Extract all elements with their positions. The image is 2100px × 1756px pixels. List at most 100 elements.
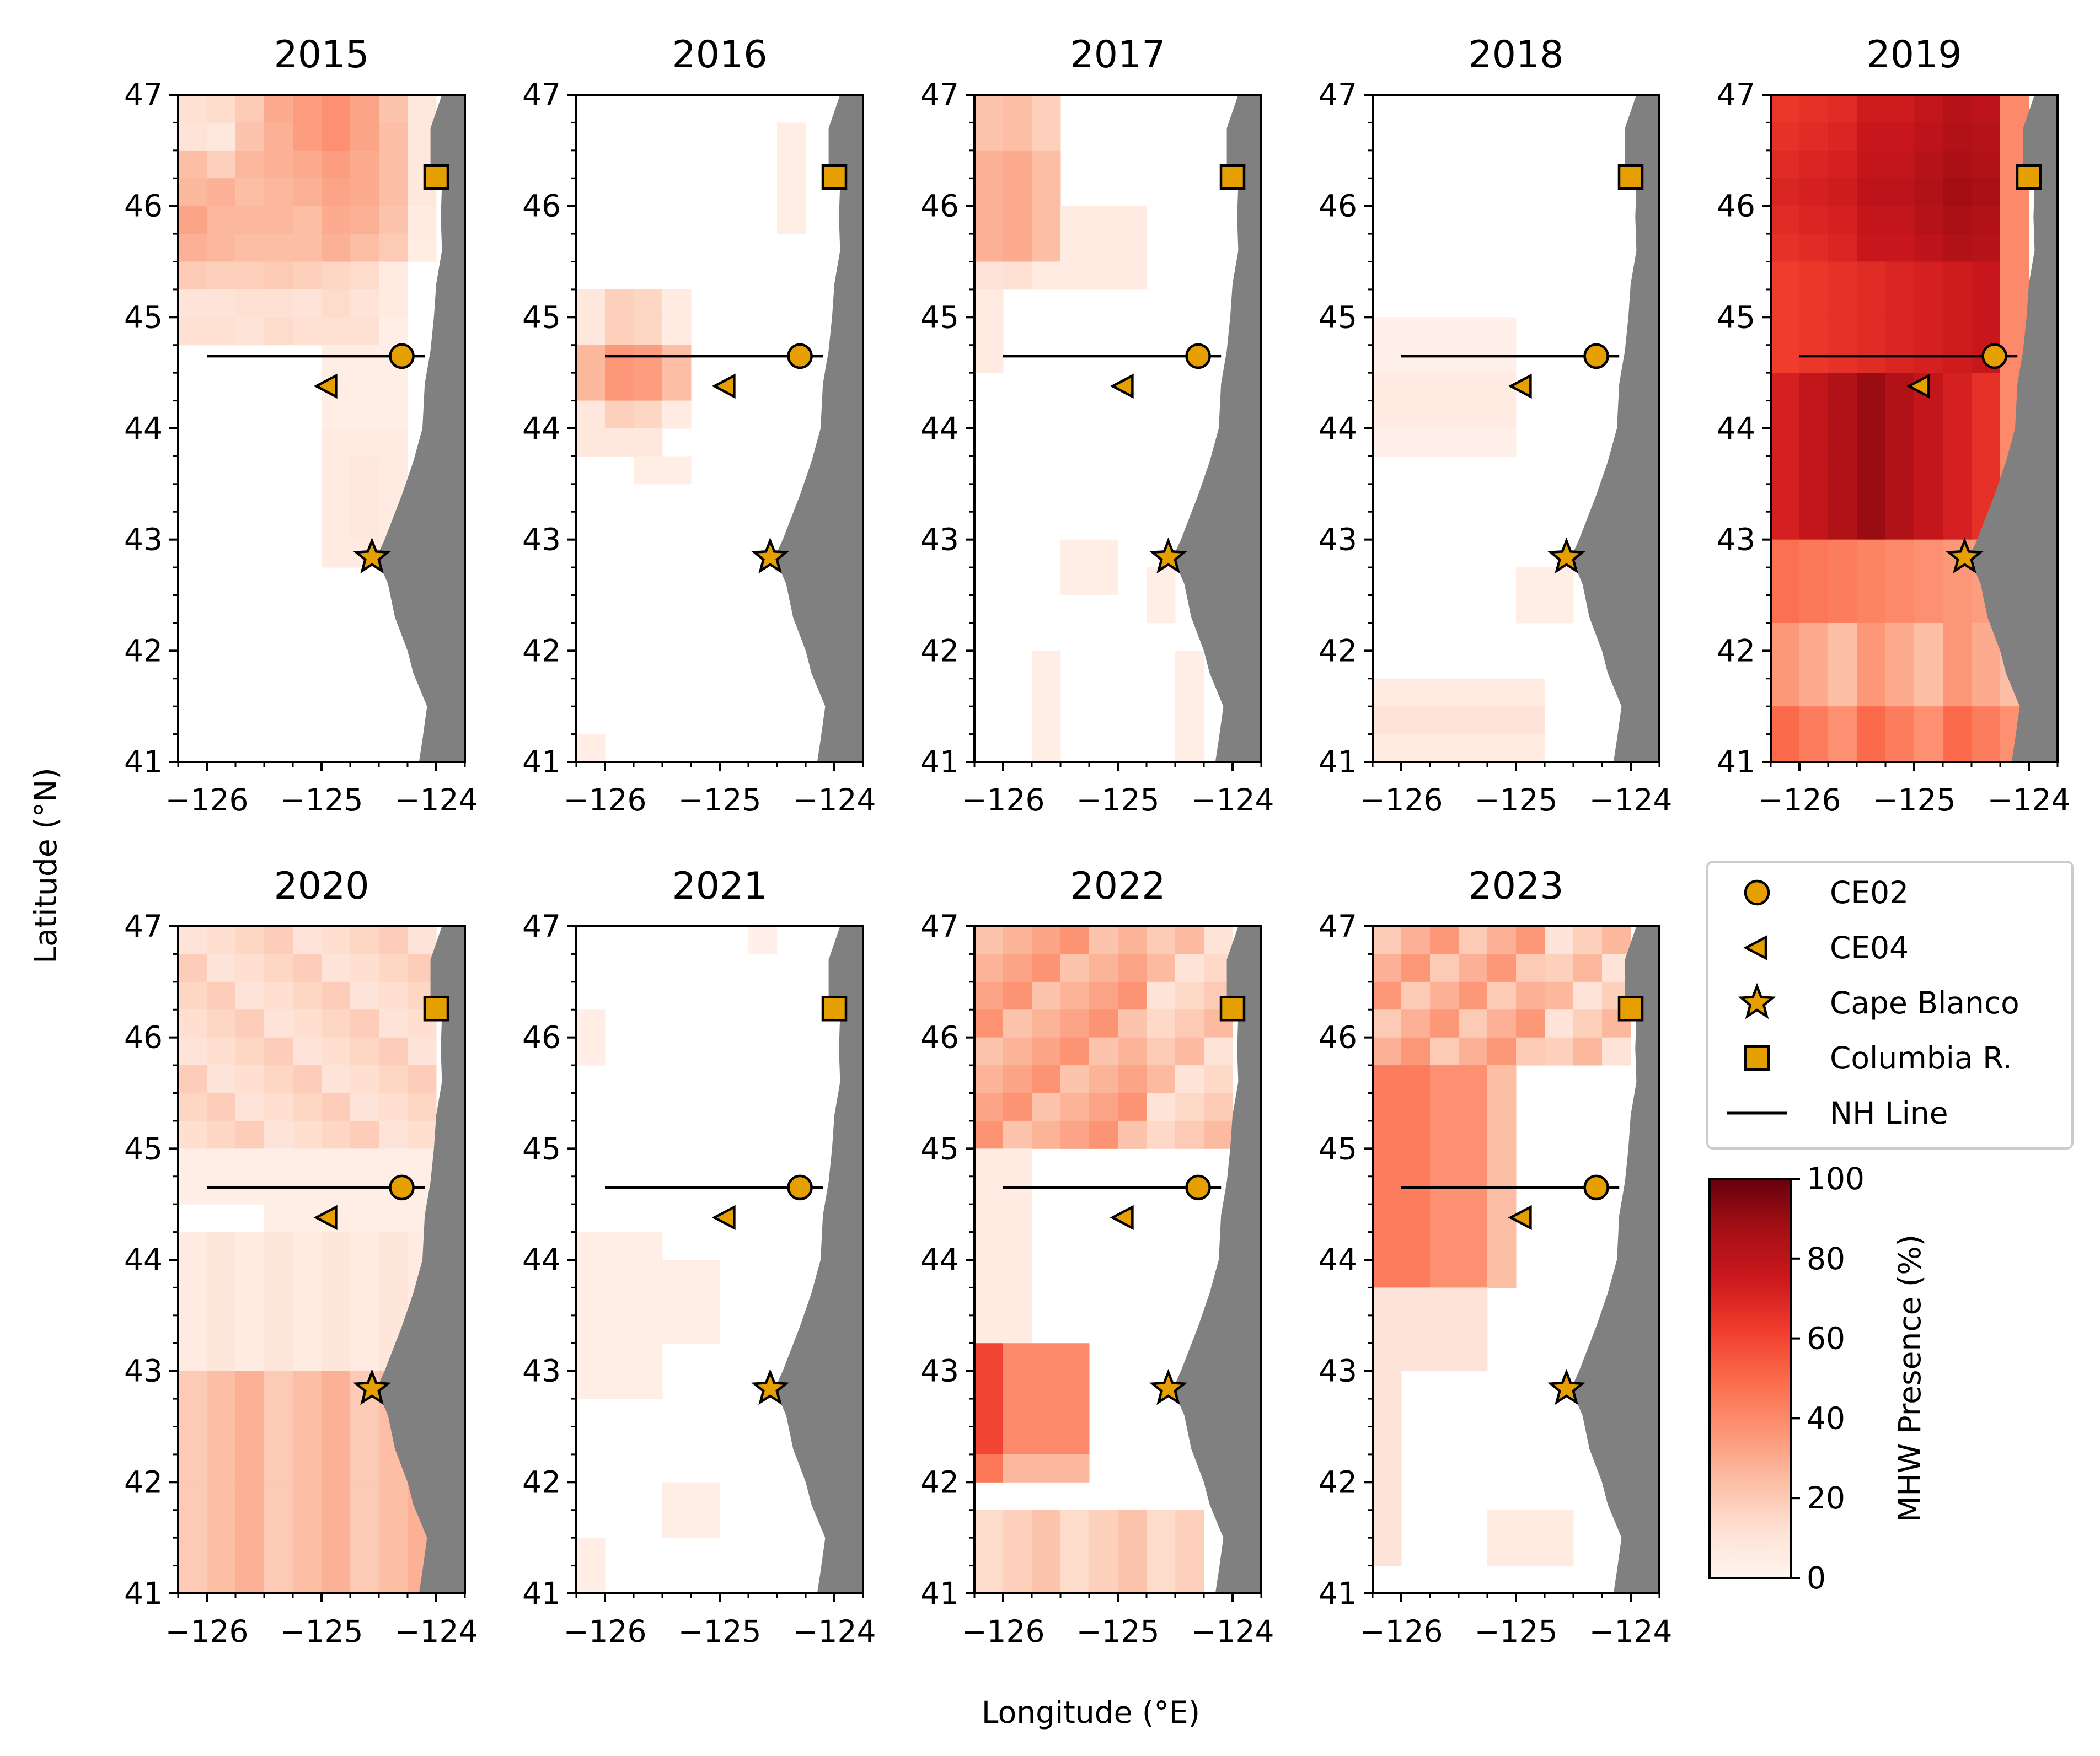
heatmap-cell: [293, 1037, 322, 1066]
heatmap-cell: [1487, 734, 1517, 762]
heatmap-cell: [1545, 595, 1574, 624]
heatmap-cell: [322, 1399, 351, 1427]
heatmap-cell: [662, 400, 692, 429]
heatmap-cell: [1401, 1120, 1431, 1149]
heatmap-cell: [1401, 1204, 1431, 1233]
heatmap-cell: [1573, 1009, 1603, 1038]
heatmap-cell: [974, 1204, 1004, 1233]
heatmap-cell: [322, 1510, 351, 1538]
heatmap-cell: [605, 1343, 634, 1372]
heatmap-cell: [1943, 484, 1972, 512]
heatmap-cell: [1060, 954, 1090, 982]
heatmap-cell: [1914, 622, 1943, 651]
heatmap-cell: [235, 1399, 265, 1427]
heatmap-cell: [974, 122, 1004, 151]
heatmap-cell: [379, 206, 408, 234]
x-tick-label: −125: [678, 1614, 761, 1649]
heatmap-cell: [1089, 1009, 1118, 1038]
heatmap-cell: [322, 150, 351, 179]
heatmap-cell: [322, 1343, 351, 1372]
heatmap-cell: [1516, 981, 1545, 1010]
heatmap-cell: [379, 1065, 408, 1093]
heatmap-cell: [1373, 373, 1402, 401]
y-tick-label: 45: [124, 299, 163, 335]
heatmap-cell: [264, 926, 293, 954]
marker-ce02: [787, 343, 813, 369]
heatmap-cell: [1857, 317, 1886, 346]
heatmap-cell: [264, 1093, 293, 1121]
marker-ce02: [389, 343, 415, 369]
heatmap-cell: [1857, 428, 1886, 457]
marker-ce04: [711, 1205, 736, 1231]
heatmap-cell: [1003, 1260, 1032, 1288]
heatmap-cell: [1857, 734, 1886, 762]
heatmap-cell: [1943, 678, 1972, 707]
heatmap-cell: [235, 926, 265, 954]
panel-title: 2022: [1070, 864, 1165, 908]
heatmap-cell: [605, 1315, 634, 1344]
heatmap-cell: [322, 122, 351, 151]
heatmap-cell: [1401, 1009, 1431, 1038]
heatmap-cell: [1857, 512, 1886, 540]
heatmap-cell: [322, 234, 351, 262]
heatmap-cell: [1401, 1260, 1431, 1288]
heatmap-cell: [178, 1065, 207, 1093]
heatmap-cell: [178, 1454, 207, 1483]
heatmap-cell: [235, 1287, 265, 1316]
heatmap-cell: [1147, 981, 1176, 1010]
heatmap-cell: [1459, 1093, 1488, 1121]
heatmap-cell: [264, 1426, 293, 1455]
heatmap-cell: [1430, 1260, 1459, 1288]
heatmap-cell: [350, 1037, 379, 1066]
y-tick-label: 47: [1319, 77, 1357, 112]
heatmap-cell: [634, 1343, 663, 1372]
heatmap-cell: [322, 400, 351, 429]
heatmap-cell: [1799, 678, 1829, 707]
heatmap-cell: [1972, 678, 2001, 707]
y-tick-label: 46: [920, 189, 959, 224]
heatmap-cell: [1459, 706, 1488, 735]
heatmap-cell: [1032, 122, 1061, 151]
heatmap-cell: [264, 1176, 293, 1205]
y-tick-label: 41: [124, 744, 163, 780]
heatmap-cell: [350, 400, 379, 429]
heatmap-cell: [322, 317, 351, 346]
heatmap-cell: [1487, 1538, 1517, 1566]
heatmap-cell: [264, 150, 293, 179]
heatmap-cell: [379, 456, 408, 485]
heatmap-cell: [974, 261, 1004, 290]
y-tick-label: 47: [522, 909, 561, 944]
heatmap-cell: [1430, 428, 1459, 457]
heatmap-cell: [1003, 1204, 1032, 1233]
heatmap-cell: [1032, 1120, 1061, 1149]
x-tick-label: −124: [1191, 1614, 1274, 1649]
heatmap-cell: [207, 261, 236, 290]
heatmap-cell: [974, 1454, 1004, 1483]
heatmap-cell: [1828, 373, 1857, 401]
heatmap-cell: [1032, 954, 1061, 982]
heatmap-cell: [1972, 261, 2001, 290]
heatmap-cell: [1771, 706, 1800, 735]
heatmap-cell: [1771, 428, 1800, 457]
heatmap-cell: [1828, 261, 1857, 290]
heatmap-cell: [1885, 484, 1915, 512]
heatmap-cell: [1118, 1093, 1147, 1121]
heatmap-cell: [1914, 95, 1943, 123]
heatmap-cell: [1857, 289, 1886, 318]
heatmap-cell: [662, 1315, 692, 1344]
heatmap-cell: [634, 317, 663, 346]
heatmap-cell: [1147, 1093, 1176, 1121]
heatmap-cell: [264, 178, 293, 207]
land: [774, 95, 863, 762]
heatmap-cell: [322, 1287, 351, 1316]
heatmap-cell: [322, 1037, 351, 1066]
heatmap-cell: [264, 317, 293, 346]
heatmap-cell: [1060, 206, 1090, 234]
heatmap-cell: [350, 1482, 379, 1511]
heatmap-cell: [178, 954, 207, 982]
heatmap-cell: [235, 1093, 265, 1121]
x-tick-label: −125: [1872, 782, 1956, 818]
heatmap-cell: [235, 178, 265, 207]
heatmap-cell: [1771, 595, 1800, 624]
heatmap-cell: [974, 1287, 1004, 1316]
